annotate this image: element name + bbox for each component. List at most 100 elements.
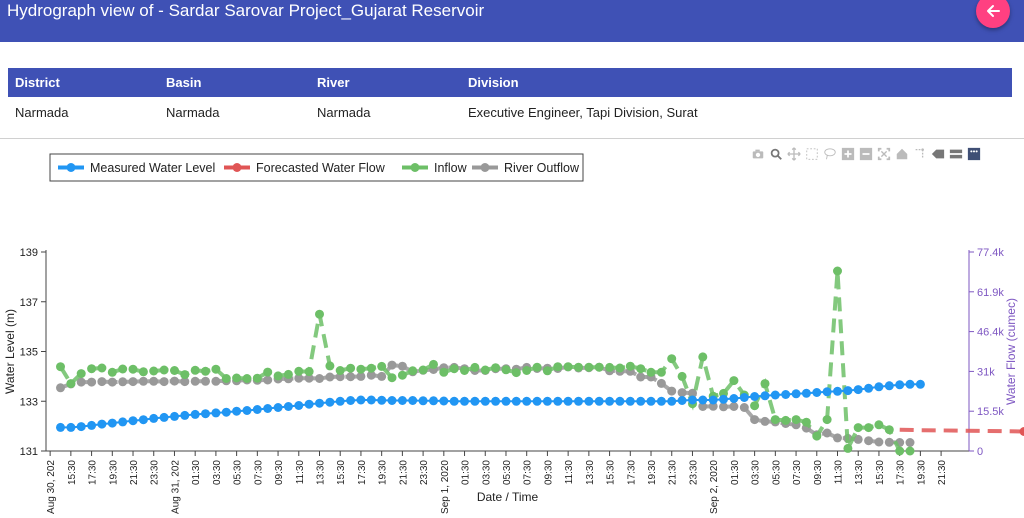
data-point — [884, 425, 894, 435]
y-tick-label: 137 — [20, 297, 38, 309]
data-point — [636, 372, 646, 382]
hover-compare-button[interactable] — [948, 146, 964, 162]
data-point — [76, 422, 86, 432]
spike-lines-button[interactable] — [912, 146, 928, 162]
y-tick-label: 139 — [20, 247, 38, 259]
data-point — [335, 366, 345, 375]
x-tick-label: 23:30 — [150, 460, 161, 485]
data-point — [574, 362, 583, 372]
data-point — [283, 369, 293, 379]
legend-label: River Outflow — [504, 161, 580, 175]
y-tick-label: 133 — [20, 396, 38, 408]
data-point — [646, 396, 656, 406]
x-tick-label: 17:30 — [896, 460, 907, 485]
data-point — [719, 402, 728, 412]
data-point — [656, 378, 666, 388]
y2-tick-label: 0 — [977, 446, 983, 458]
data-point — [677, 388, 687, 398]
hover-closest-button[interactable] — [930, 146, 946, 162]
data-point — [615, 363, 625, 373]
box-select-button[interactable] — [804, 146, 820, 162]
data-point — [263, 375, 273, 385]
data-point — [128, 377, 138, 387]
data-point — [87, 364, 97, 374]
y2-tick-label: 61.9k — [977, 287, 1004, 299]
x-tick-label: Aug 31, 202 — [170, 460, 181, 514]
data-point — [418, 396, 428, 406]
data-point — [97, 377, 107, 387]
plotly-logo-button[interactable] — [966, 146, 982, 162]
x-tick-label: 07:30 — [253, 460, 264, 485]
zoom-in-button[interactable] — [840, 146, 856, 162]
data-point — [397, 396, 407, 405]
x-tick-label: 21:30 — [668, 460, 679, 485]
zoom-out-button[interactable] — [858, 146, 874, 162]
legend-label: Measured Water Level — [90, 161, 215, 175]
y2-tick-label: 15.5k — [977, 406, 1004, 418]
data-point — [460, 366, 469, 375]
data-point — [294, 373, 304, 383]
camera-button[interactable] — [750, 146, 766, 162]
pan-button[interactable] — [786, 146, 802, 162]
data-point — [460, 396, 469, 406]
data-point — [750, 415, 760, 425]
data-point — [315, 398, 324, 408]
district-cell: Narmada — [15, 104, 69, 120]
data-point — [625, 361, 635, 371]
data-point — [760, 416, 770, 426]
home-button[interactable] — [894, 146, 910, 162]
data-point — [252, 405, 262, 414]
x-tick-label: 23:30 — [419, 460, 430, 485]
data-point — [822, 415, 832, 425]
data-point — [397, 370, 407, 380]
data-point — [853, 423, 863, 433]
data-point — [232, 406, 242, 416]
x-tick-label: 09:30 — [543, 460, 554, 485]
data-point — [408, 396, 418, 405]
data-point — [128, 416, 138, 426]
data-point — [273, 371, 283, 381]
division-cell: Executive Engineer, Tapi Division, Surat — [468, 104, 698, 120]
data-point — [170, 376, 179, 386]
data-point — [542, 396, 552, 406]
x-tick-label: Sep 2, 2020 — [709, 460, 720, 514]
data-point — [656, 396, 666, 406]
basin-cell: Narmada — [166, 104, 220, 120]
x-tick-label: 01:30 — [461, 460, 472, 485]
data-point — [470, 362, 480, 372]
data-point — [449, 364, 459, 374]
x-tick-label: 15:30 — [606, 460, 617, 485]
data-point — [511, 396, 521, 406]
zoom-button[interactable] — [768, 146, 784, 162]
data-point — [791, 389, 801, 399]
data-point — [563, 396, 573, 406]
data-point — [366, 370, 376, 380]
x-tick-label: 09:30 — [274, 460, 285, 485]
data-point — [170, 411, 179, 421]
back-button[interactable] — [976, 0, 1010, 28]
x-tick-label: 13:30 — [316, 460, 327, 485]
x-tick-label: 11:30 — [295, 460, 306, 485]
data-point — [201, 409, 210, 419]
data-point — [667, 386, 677, 396]
data-point — [501, 396, 511, 406]
autoscale-button[interactable] — [876, 146, 892, 162]
data-point — [615, 396, 625, 406]
column-header: Basin — [159, 68, 310, 97]
data-point — [491, 396, 501, 406]
data-point — [781, 390, 791, 399]
data-point — [221, 374, 231, 383]
home-icon — [896, 148, 908, 160]
lasso-button[interactable] — [822, 146, 838, 162]
data-point — [149, 413, 159, 423]
data-point — [822, 428, 832, 438]
data-point — [605, 396, 615, 406]
data-point — [138, 415, 148, 425]
data-point — [770, 390, 780, 400]
y2-axis-title: Water Flow (cumec) — [1004, 298, 1018, 405]
data-point — [895, 446, 905, 456]
data-point — [874, 420, 884, 430]
data-point — [636, 396, 646, 406]
data-point — [605, 362, 615, 372]
data-point — [729, 394, 739, 403]
